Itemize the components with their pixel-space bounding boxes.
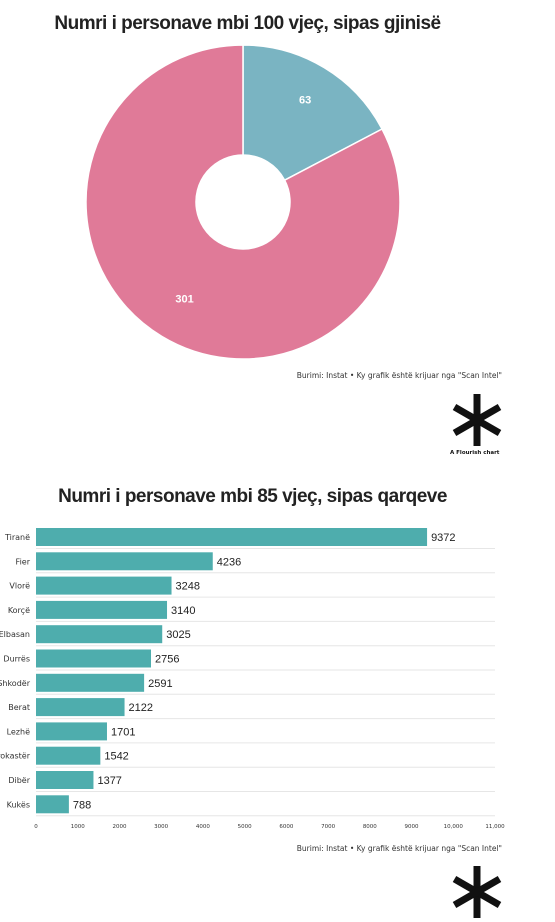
x-tick-label: 0 xyxy=(34,824,38,830)
value-label: 9372 xyxy=(431,532,455,544)
x-tick-label: 7000 xyxy=(321,824,335,830)
bar xyxy=(36,746,101,765)
bar xyxy=(36,649,152,668)
category-label: Korçë xyxy=(8,606,30,615)
bar xyxy=(36,528,428,546)
category-label: Vlorë xyxy=(9,582,30,591)
donut-slice xyxy=(85,44,401,360)
donut-chart: 63 301 xyxy=(85,44,401,360)
x-tick-label: 10,000 xyxy=(444,824,464,830)
flourish-brand-label: A Flourish chart xyxy=(450,450,500,456)
category-label: Fier xyxy=(16,557,31,566)
value-label: 1701 xyxy=(111,726,135,738)
donut-source-note: Burimi: Instat • Ky grafik është krijuar… xyxy=(296,371,502,380)
x-tick-label: 3000 xyxy=(154,824,168,830)
x-tick-label: 5000 xyxy=(238,824,252,830)
value-label: 3248 xyxy=(176,581,200,593)
bar xyxy=(36,552,213,571)
value-label: 4236 xyxy=(217,556,241,568)
bar xyxy=(36,600,168,619)
bar xyxy=(36,771,94,789)
value-label: 3140 xyxy=(171,605,195,617)
category-label: Tiranë xyxy=(4,533,30,542)
bar xyxy=(36,698,125,717)
category-label: Dibër xyxy=(8,776,30,785)
value-label: 2122 xyxy=(129,702,153,714)
value-label: 2591 xyxy=(148,678,172,690)
flourish-logo-icon-2 xyxy=(452,866,502,918)
value-label: 2756 xyxy=(155,654,179,666)
bar xyxy=(36,673,145,692)
x-tick-label: 4000 xyxy=(196,824,210,830)
bar xyxy=(36,576,172,595)
x-tick-label: 9000 xyxy=(405,824,419,830)
value-label: 788 xyxy=(73,799,91,811)
category-label: Kukës xyxy=(7,800,30,809)
category-label: Shkodër xyxy=(0,679,31,688)
donut-slice xyxy=(242,44,384,182)
x-tick-label: 8000 xyxy=(363,824,377,830)
category-label: Elbasan xyxy=(0,630,30,639)
bar xyxy=(36,722,107,741)
bar xyxy=(36,625,163,644)
bar-source-note: Burimi: Instat • Ky grafik është krijuar… xyxy=(296,844,502,853)
donut-slice-label: 63 xyxy=(299,94,311,106)
category-label: Lezhë xyxy=(7,727,31,736)
category-label: Durrës xyxy=(3,655,30,664)
category-label: Gjirokastër xyxy=(0,752,31,761)
x-tick-label: 2000 xyxy=(112,824,126,830)
category-label: Berat xyxy=(8,703,30,712)
value-label: 3025 xyxy=(166,629,190,641)
value-label: 1377 xyxy=(97,775,121,787)
flourish-logo-icon xyxy=(452,394,502,446)
donut-slice-label: 301 xyxy=(175,294,193,306)
x-tick-label: 6000 xyxy=(279,824,293,830)
x-tick-label: 11,000 xyxy=(485,824,505,830)
bar xyxy=(36,795,69,814)
value-label: 1542 xyxy=(104,751,128,763)
donut-chart-title: Numri i personave mbi 100 vjeç, sipas gj… xyxy=(54,13,441,34)
bar-chart-title: Numri i personave mbi 85 vjeç, sipas qar… xyxy=(58,486,447,507)
x-tick-label: 1000 xyxy=(71,824,85,830)
